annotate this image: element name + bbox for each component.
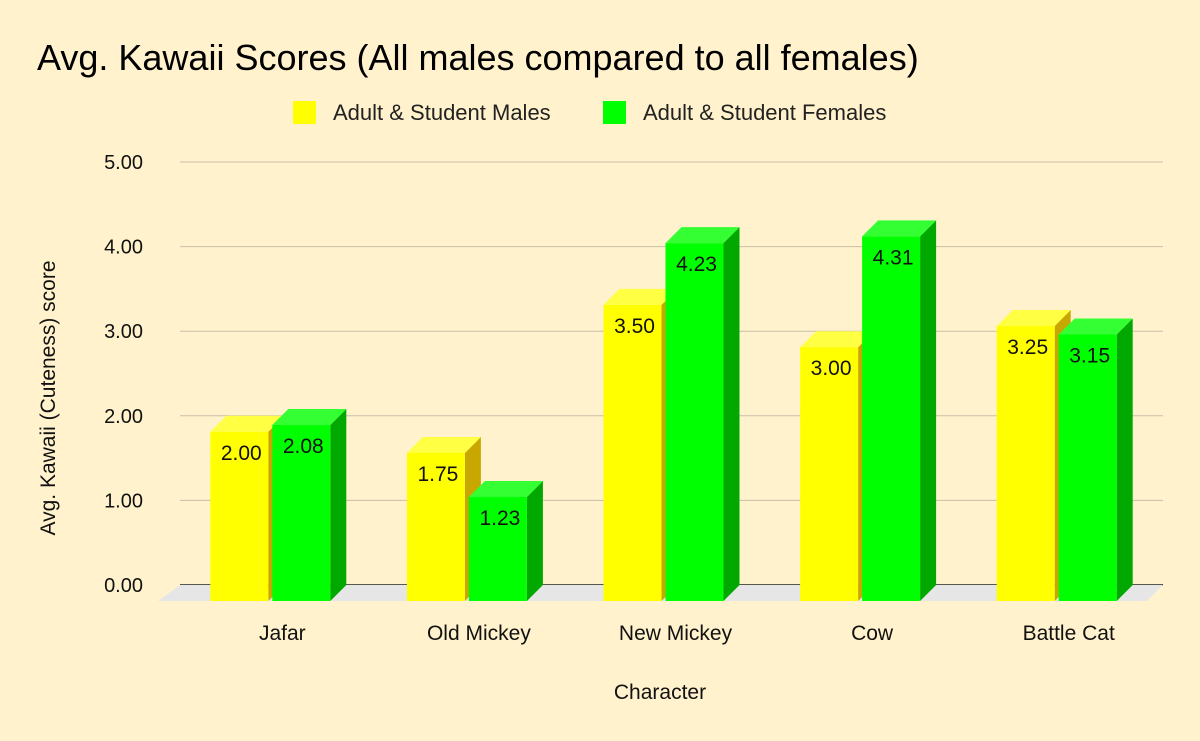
x-axis-title: Character bbox=[614, 681, 706, 704]
bar-top bbox=[996, 310, 1071, 327]
bar-front bbox=[665, 243, 724, 601]
y-axis-ticks: 0.00 1.00 2.00 3.00 4.00 5.00 bbox=[104, 152, 143, 597]
bar-front bbox=[1058, 334, 1117, 601]
bar-top bbox=[210, 415, 285, 432]
y-axis-title: Avg. Kawaii (Cuteness) score bbox=[37, 260, 60, 535]
bar-side bbox=[1116, 318, 1133, 601]
bar-top bbox=[406, 436, 481, 453]
bar-top bbox=[468, 480, 543, 497]
chart-title: Avg. Kawaii Scores (All males compared t… bbox=[37, 37, 919, 78]
x-tick-label: Cow bbox=[851, 622, 894, 645]
legend-item: Adult & Student Females bbox=[603, 100, 886, 125]
x-tick-label: Old Mickey bbox=[427, 622, 531, 645]
data-label: 2.00 bbox=[221, 442, 262, 465]
bars: 2.00 2.08 1.75 1.23 3.50 4.23 3.00 4.31 3.25 3.15 bbox=[210, 220, 1133, 601]
bar-front bbox=[468, 496, 527, 601]
y-tick-label: 4.00 bbox=[104, 237, 143, 259]
bar-front bbox=[272, 425, 331, 601]
bar-top bbox=[272, 409, 347, 426]
bar-top bbox=[603, 288, 678, 305]
data-label: 2.08 bbox=[283, 435, 324, 458]
x-tick-label: New Mickey bbox=[619, 622, 733, 645]
data-label: 3.50 bbox=[614, 315, 655, 338]
bar-top bbox=[800, 331, 875, 348]
y-tick-label: 1.00 bbox=[104, 490, 143, 512]
legend-item: Adult & Student Males bbox=[293, 100, 551, 125]
y-tick-label: 0.00 bbox=[104, 575, 143, 597]
legend-label: Adult & Student Males bbox=[333, 100, 551, 125]
y-tick-label: 3.00 bbox=[104, 321, 143, 343]
bar-front bbox=[406, 452, 465, 601]
legend-label: Adult & Student Females bbox=[643, 100, 886, 125]
bar: 4.23 bbox=[665, 227, 740, 601]
data-label: 4.31 bbox=[873, 246, 914, 269]
bar: 1.23 bbox=[468, 480, 543, 601]
data-label: 3.15 bbox=[1069, 345, 1110, 368]
x-tick-label: Battle Cat bbox=[1023, 622, 1115, 645]
bar-top bbox=[1058, 318, 1133, 335]
bar: 3.15 bbox=[1058, 318, 1133, 601]
x-axis-ticks: Jafar Old Mickey New Mickey Cow Battle Cat bbox=[259, 622, 1115, 645]
bar-front bbox=[996, 326, 1055, 601]
data-label: 3.00 bbox=[811, 357, 852, 380]
bar-front bbox=[800, 347, 859, 601]
legend: Adult & Student Males Adult & Student Fem… bbox=[293, 100, 886, 125]
bar-top bbox=[665, 227, 740, 244]
bar-side bbox=[330, 409, 347, 601]
legend-swatch bbox=[603, 101, 626, 124]
data-label: 3.25 bbox=[1007, 336, 1048, 359]
bar-side bbox=[920, 220, 937, 601]
y-tick-label: 5.00 bbox=[104, 152, 143, 174]
data-label: 1.75 bbox=[417, 463, 458, 486]
bar: 4.31 bbox=[862, 220, 937, 601]
legend-swatch bbox=[293, 101, 316, 124]
bar-side bbox=[723, 227, 740, 601]
x-tick-label: Jafar bbox=[259, 622, 306, 645]
bar: 2.08 bbox=[272, 409, 347, 601]
bar-front bbox=[210, 431, 269, 601]
data-label: 4.23 bbox=[676, 253, 717, 276]
y-tick-label: 2.00 bbox=[104, 406, 143, 428]
bar-front bbox=[862, 236, 921, 601]
bar-front bbox=[603, 304, 662, 601]
bar-top bbox=[862, 220, 937, 237]
data-label: 1.23 bbox=[479, 507, 520, 530]
bar-side bbox=[526, 480, 543, 601]
